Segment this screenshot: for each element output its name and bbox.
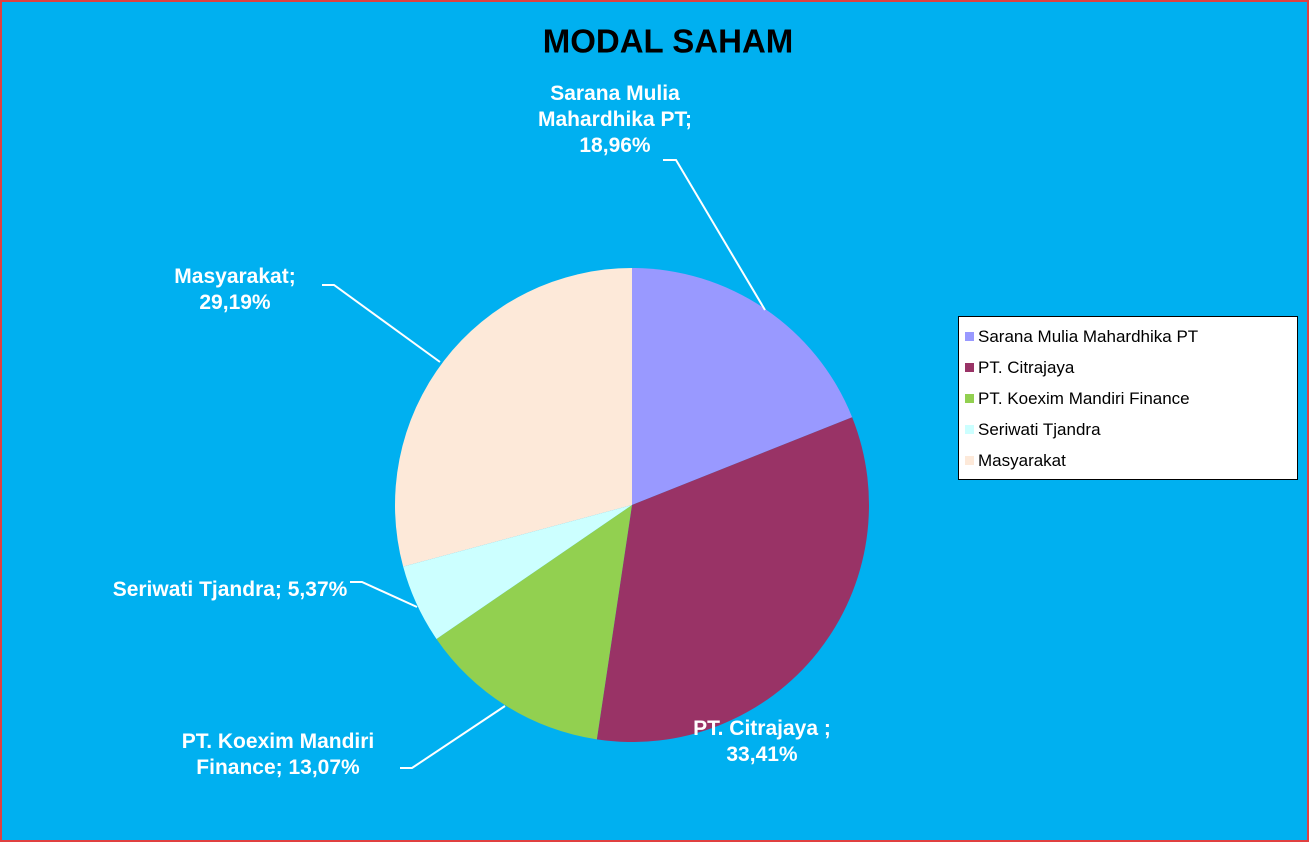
legend-label: Sarana Mulia Mahardhika PT — [978, 327, 1199, 346]
legend-label: Seriwati Tjandra — [978, 420, 1101, 439]
legend: Sarana Mulia Mahardhika PT PT. Citrajaya P… — [958, 316, 1298, 480]
legend-swatch — [965, 332, 974, 341]
leader-line — [663, 159, 766, 311]
legend-item: Masyarakat — [965, 445, 1297, 476]
chart-title: MODAL SAHAM — [543, 23, 794, 60]
pie-slice — [394, 268, 632, 567]
pie — [394, 268, 870, 742]
pie-slice — [436, 505, 632, 740]
leader-line — [400, 705, 506, 769]
pie-slice — [403, 505, 632, 639]
legend-swatch — [965, 456, 974, 465]
data-label: PT. Koexim Mandiri Finance; 13,07% — [181, 730, 375, 779]
legend-label: PT. Citrajaya — [978, 358, 1075, 377]
legend-label: Masyarakat — [978, 451, 1066, 470]
legend-swatch — [965, 363, 974, 372]
leader-line — [350, 581, 418, 608]
legend-item: PT. Koexim Mandiri Finance — [965, 383, 1297, 414]
leader-line — [322, 284, 441, 363]
data-label: Seriwati Tjandra; 5,37% — [112, 578, 348, 601]
legend-swatch — [965, 394, 974, 403]
data-label: Sarana Mulia Mahardhika PT; 18,96% — [537, 82, 693, 157]
data-label: PT. Citrajaya ; 33,41% — [693, 717, 831, 766]
legend-label: PT. Koexim Mandiri Finance — [978, 389, 1190, 408]
data-label: Masyarakat; 29,19% — [174, 265, 296, 314]
leader-lines — [322, 159, 766, 769]
legend-item: PT. Citrajaya — [965, 352, 1297, 383]
pie-slice — [632, 268, 853, 505]
pie-slice — [596, 417, 870, 742]
legend-item: Sarana Mulia Mahardhika PT — [965, 321, 1297, 352]
legend-swatch — [965, 425, 974, 434]
legend-item: Seriwati Tjandra — [965, 414, 1297, 445]
